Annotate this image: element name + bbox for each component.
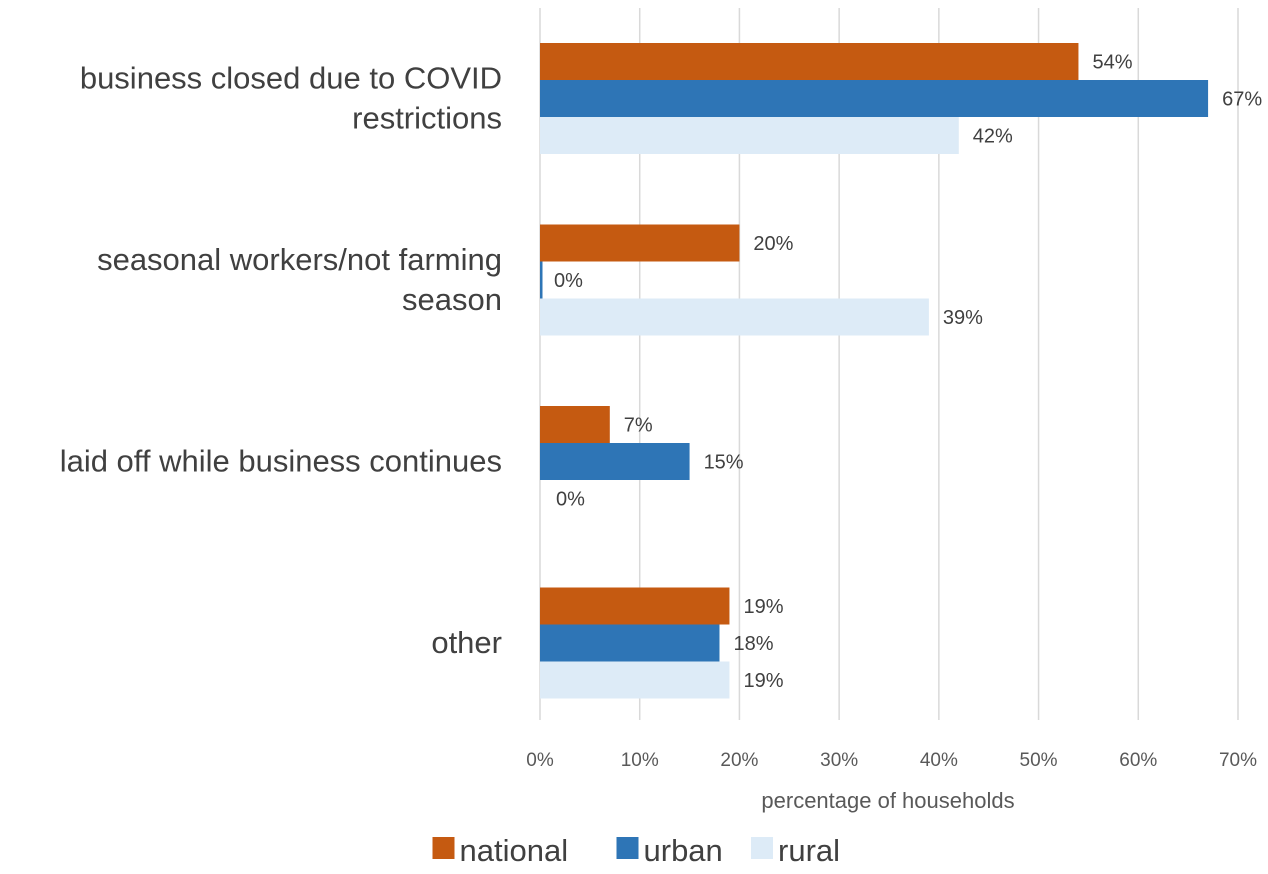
data-label-national: 19% (743, 596, 783, 618)
legend: national urban rural (432, 833, 840, 868)
data-label-national: 54% (1092, 52, 1132, 74)
category-label: restrictions (352, 101, 502, 136)
data-label-urban: 15% (704, 452, 744, 474)
legend-swatch-rural (751, 837, 773, 859)
category-label: business closed due to COVID (80, 61, 502, 96)
x-tick-label: 60% (1119, 750, 1157, 771)
data-label-urban: 0% (554, 270, 583, 292)
legend-swatch-urban (616, 837, 639, 859)
bar-national (540, 43, 1079, 80)
bar-rural (540, 661, 730, 699)
data-label-urban: 67% (1222, 89, 1262, 111)
data-label-rural: 19% (743, 670, 783, 692)
category-label: laid off while business continues (60, 444, 502, 479)
legend-swatch-national (432, 837, 455, 859)
bar-urban (540, 261, 543, 299)
x-axis-title: percentage of households (761, 788, 1014, 813)
category-label: season (402, 282, 502, 317)
x-tick-label: 0% (526, 750, 554, 771)
legend-label-national: national (460, 833, 569, 868)
bars (540, 43, 1209, 699)
category-labels: business closed due to COVID restrictions… (60, 61, 502, 661)
bar-national (540, 406, 610, 443)
data-label-national: 7% (624, 415, 653, 437)
data-label-rural: 0% (556, 489, 585, 511)
x-tick-label: 30% (820, 750, 858, 771)
data-label-urban: 18% (733, 633, 773, 655)
x-tick-label: 50% (1020, 750, 1058, 771)
x-tick-label: 70% (1219, 750, 1257, 771)
category-label: seasonal workers/not farming (97, 242, 502, 277)
bar-national (540, 224, 740, 262)
data-label-rural: 39% (943, 307, 983, 329)
data-label-national: 20% (753, 233, 793, 255)
bar-national (540, 587, 730, 625)
legend-label-urban: urban (644, 833, 723, 868)
x-tick-label: 20% (720, 750, 758, 771)
bar-urban (540, 80, 1209, 117)
data-label-rural: 42% (973, 126, 1013, 148)
x-tick-label: 10% (621, 750, 659, 771)
bar-urban (540, 443, 690, 480)
legend-label-rural: rural (778, 833, 840, 868)
bar-rural (540, 117, 959, 154)
data-labels: 54% 67% 42% 20% 0% 39% 7% 15% 0% 19% 18% 19% (554, 52, 1262, 693)
bar-rural (540, 298, 929, 336)
bar-urban (540, 624, 720, 662)
x-tick-label: 40% (920, 750, 958, 771)
category-label: other (431, 625, 502, 660)
x-axis-ticks: 0% 10% 20% 30% 40% 50% 60% 70% (526, 750, 1257, 771)
